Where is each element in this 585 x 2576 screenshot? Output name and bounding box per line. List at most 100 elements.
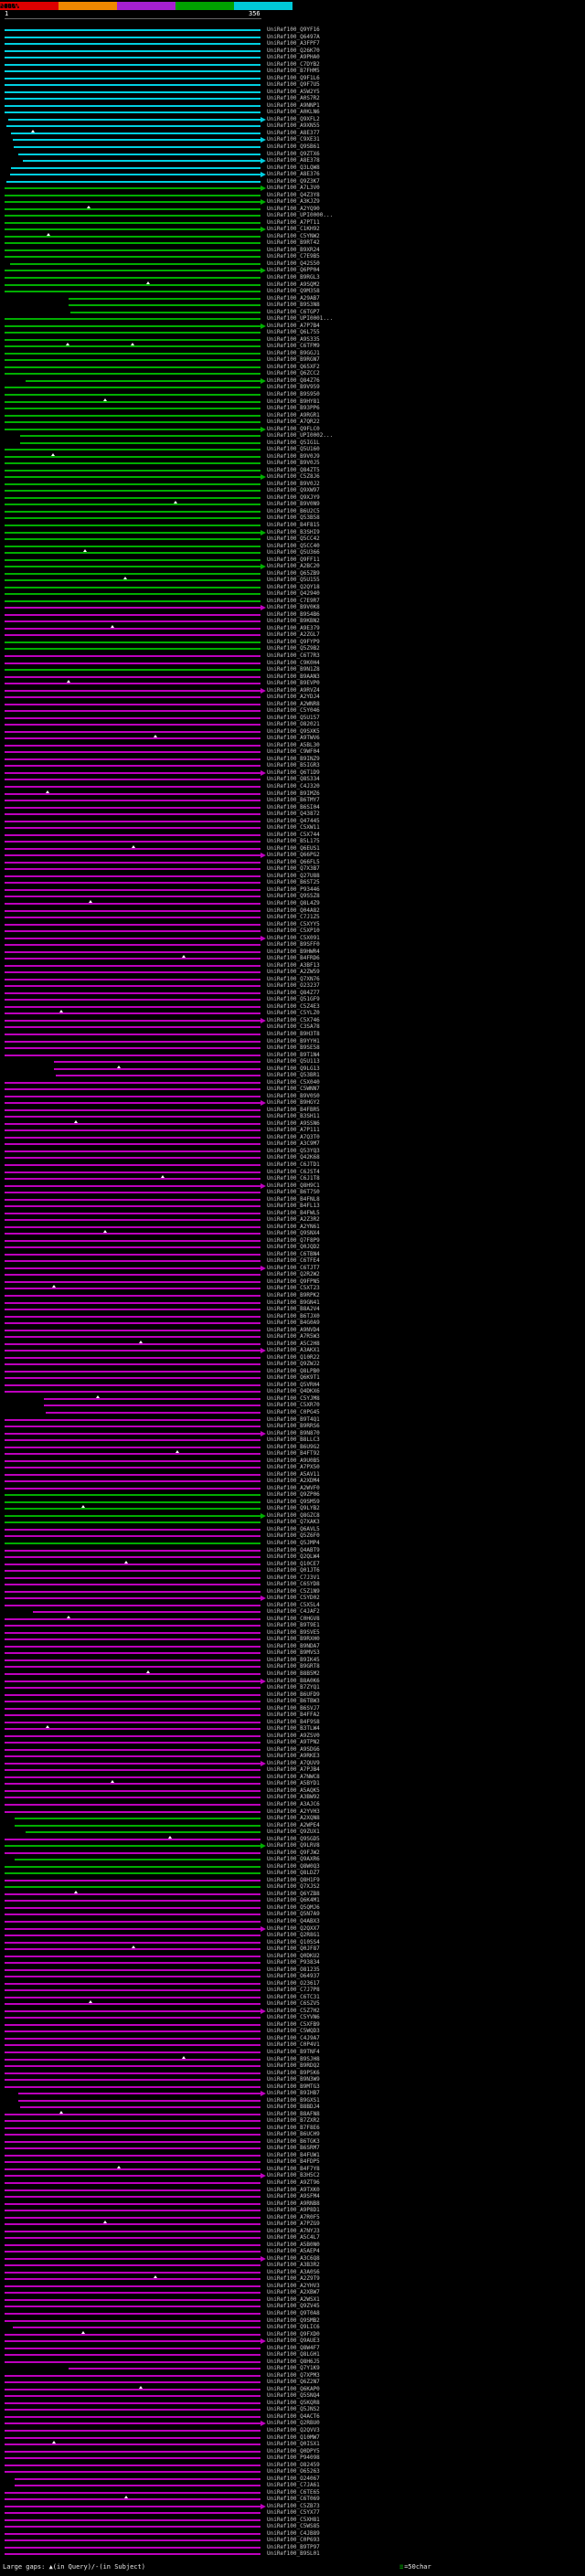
hit-line[interactable]	[5, 861, 261, 864]
hit-label[interactable]: UniRef100_Q65XF2	[267, 363, 320, 370]
hit-line[interactable]	[5, 1280, 261, 1283]
hit-label[interactable]: UniRef100_A7R0F5	[267, 2213, 320, 2221]
hit-label[interactable]: UniRef100_C9XE31	[267, 136, 320, 143]
hit-line[interactable]	[7, 118, 261, 121]
hit-label[interactable]: UniRef100_Q8GZC8	[267, 1511, 320, 1519]
hit-line[interactable]	[5, 1982, 261, 1985]
hit-label[interactable]: UniRef100_Q2R2W2	[267, 1271, 320, 1278]
hit-label[interactable]: UniRef100_Q9F1L6	[267, 74, 320, 81]
hit-label[interactable]: UniRef100_B9H3T8	[267, 1030, 320, 1037]
hit-line[interactable]	[5, 1205, 261, 1208]
hit-label[interactable]: UniRef100_B6TJX0	[267, 1312, 320, 1320]
hit-label[interactable]: UniRef100_B5IGR3	[267, 762, 320, 769]
hit-label[interactable]: UniRef100_C5YX77	[267, 2509, 320, 2517]
hit-line[interactable]	[15, 2485, 261, 2487]
hit-label[interactable]: UniRef100_C6SZV5	[267, 2000, 320, 2008]
hit-line[interactable]	[19, 435, 261, 438]
hit-label[interactable]: UniRef100_A9S335	[267, 335, 320, 343]
hit-label[interactable]: UniRef100_C7JA61	[267, 2482, 320, 2489]
hit-line[interactable]	[15, 1824, 261, 1827]
hit-line[interactable]	[5, 270, 261, 272]
hit-label[interactable]: UniRef100_Q47445	[267, 817, 320, 824]
hit-label[interactable]: UniRef100_B6ST25	[267, 879, 320, 886]
hit-label[interactable]: UniRef100_A9NNP1	[267, 101, 320, 109]
hit-line[interactable]	[5, 1576, 261, 1579]
hit-line[interactable]	[5, 1342, 261, 1345]
hit-label[interactable]: UniRef100_Q6AVL5	[267, 1525, 320, 1532]
hit-label[interactable]: UniRef100_A5AQK5	[267, 1786, 320, 1794]
hit-label[interactable]: UniRef100_B9SE58	[267, 1044, 320, 1051]
hit-line[interactable]	[69, 2368, 261, 2370]
hit-line[interactable]	[5, 2264, 261, 2267]
hit-label[interactable]: UniRef100_C6SYD8	[267, 1581, 320, 1588]
hit-label[interactable]: UniRef100_Q5KQR8	[267, 2399, 320, 2406]
hit-label[interactable]: UniRef100_C4JAF2	[267, 1608, 320, 1616]
hit-label[interactable]: UniRef100_B3H5C2	[267, 2172, 320, 2179]
hit-label[interactable]: UniRef100_C5WNN7	[267, 1086, 320, 1093]
hit-line[interactable]	[5, 2498, 261, 2501]
hit-label[interactable]: UniRef100_B4FBR5	[267, 1106, 320, 1113]
hit-label[interactable]: UniRef100_B7ZYQ1	[267, 1684, 320, 1691]
hit-label[interactable]: UniRef100_B7ZXR2	[267, 2117, 320, 2125]
hit-label[interactable]: UniRef100_A9ZT96	[267, 2179, 320, 2186]
hit-label[interactable]: UniRef100_B9V0J5	[267, 460, 320, 467]
hit-line[interactable]	[5, 1714, 261, 1717]
hit-line[interactable]	[5, 2189, 261, 2191]
hit-line[interactable]	[5, 2422, 261, 2425]
hit-line[interactable]	[69, 297, 261, 300]
hit-label[interactable]: UniRef100_B4FNL8	[267, 1195, 320, 1203]
hit-line[interactable]	[5, 1652, 261, 1655]
hit-label[interactable]: UniRef100_C5XR70	[267, 1402, 320, 1409]
hit-line[interactable]	[5, 1776, 261, 1778]
hit-line[interactable]	[5, 2009, 261, 2012]
hit-label[interactable]: UniRef100_Q6497A	[267, 33, 320, 40]
hit-label[interactable]: UniRef100_A9U0B5	[267, 1457, 320, 1464]
hit-line[interactable]	[5, 1935, 261, 1936]
hit-label[interactable]: UniRef100_B4FWL5	[267, 1209, 320, 1216]
hit-label[interactable]: UniRef100_O81235	[267, 1966, 320, 1973]
hit-label[interactable]: UniRef100_C5X746	[267, 1016, 320, 1023]
hit-label[interactable]: UniRef100_B9N3W9	[267, 2076, 320, 2083]
hit-label[interactable]: UniRef100_Q9FJW2	[267, 1849, 320, 1856]
hit-line[interactable]	[5, 2147, 261, 2150]
hit-label[interactable]: UniRef100_Q10MW7	[267, 2433, 320, 2441]
hit-label[interactable]: UniRef100_Q84Z77	[267, 989, 320, 996]
hit-label[interactable]: UniRef100_O82021	[267, 721, 320, 728]
hit-line[interactable]	[5, 896, 261, 898]
hit-label[interactable]: UniRef100_A3BF13	[267, 961, 320, 969]
hit-label[interactable]: UniRef100_A7PJB4	[267, 1766, 320, 1774]
hit-label[interactable]: UniRef100_A2ZGL7	[267, 631, 320, 639]
hit-line[interactable]	[5, 641, 261, 643]
hit-label[interactable]: UniRef100_B4F7Y8	[267, 2165, 320, 2172]
hit-line[interactable]	[5, 730, 261, 733]
hit-label[interactable]: UniRef100_B9V0J2	[267, 480, 320, 487]
hit-label[interactable]: UniRef100_Q2QVV3	[267, 2426, 320, 2433]
hit-label[interactable]: UniRef100_Q7XN76	[267, 975, 320, 982]
hit-line[interactable]	[5, 2065, 261, 2067]
hit-label[interactable]: UniRef100_UPI0000...	[267, 212, 334, 219]
hit-label[interactable]: UniRef100_Q42940	[267, 590, 320, 598]
hit-label[interactable]: UniRef100_B9RDQ2	[267, 2062, 320, 2069]
hit-line[interactable]	[5, 1645, 261, 1648]
hit-line[interactable]	[5, 771, 261, 774]
hit-label[interactable]: UniRef100_Q0JQD2	[267, 1244, 320, 1251]
hit-line[interactable]	[5, 1356, 261, 1359]
hit-line[interactable]	[5, 2429, 261, 2432]
hit-label[interactable]: UniRef100_B8BDJ4	[267, 2104, 320, 2111]
hit-line[interactable]	[5, 338, 261, 341]
hit-label[interactable]: UniRef100_B4F9S8	[267, 1718, 320, 1725]
hit-line[interactable]	[5, 1088, 261, 1091]
hit-label[interactable]: UniRef100_B5L175	[267, 838, 320, 845]
hit-line[interactable]	[5, 291, 261, 292]
hit-label[interactable]: UniRef100_C9WF04	[267, 748, 320, 756]
hit-line[interactable]	[5, 744, 261, 747]
hit-line[interactable]	[15, 1818, 261, 1819]
hit-label[interactable]: UniRef100_A7NYJ3	[267, 2227, 320, 2234]
hit-line[interactable]	[5, 324, 261, 327]
hit-line[interactable]	[5, 332, 261, 334]
hit-line[interactable]	[5, 1906, 261, 1909]
hit-label[interactable]: UniRef100_A9SDG6	[267, 1745, 320, 1753]
hit-line[interactable]	[5, 1012, 261, 1015]
hit-line[interactable]	[5, 2464, 261, 2466]
hit-label[interactable]: UniRef100_B9SVE5	[267, 1628, 320, 1636]
